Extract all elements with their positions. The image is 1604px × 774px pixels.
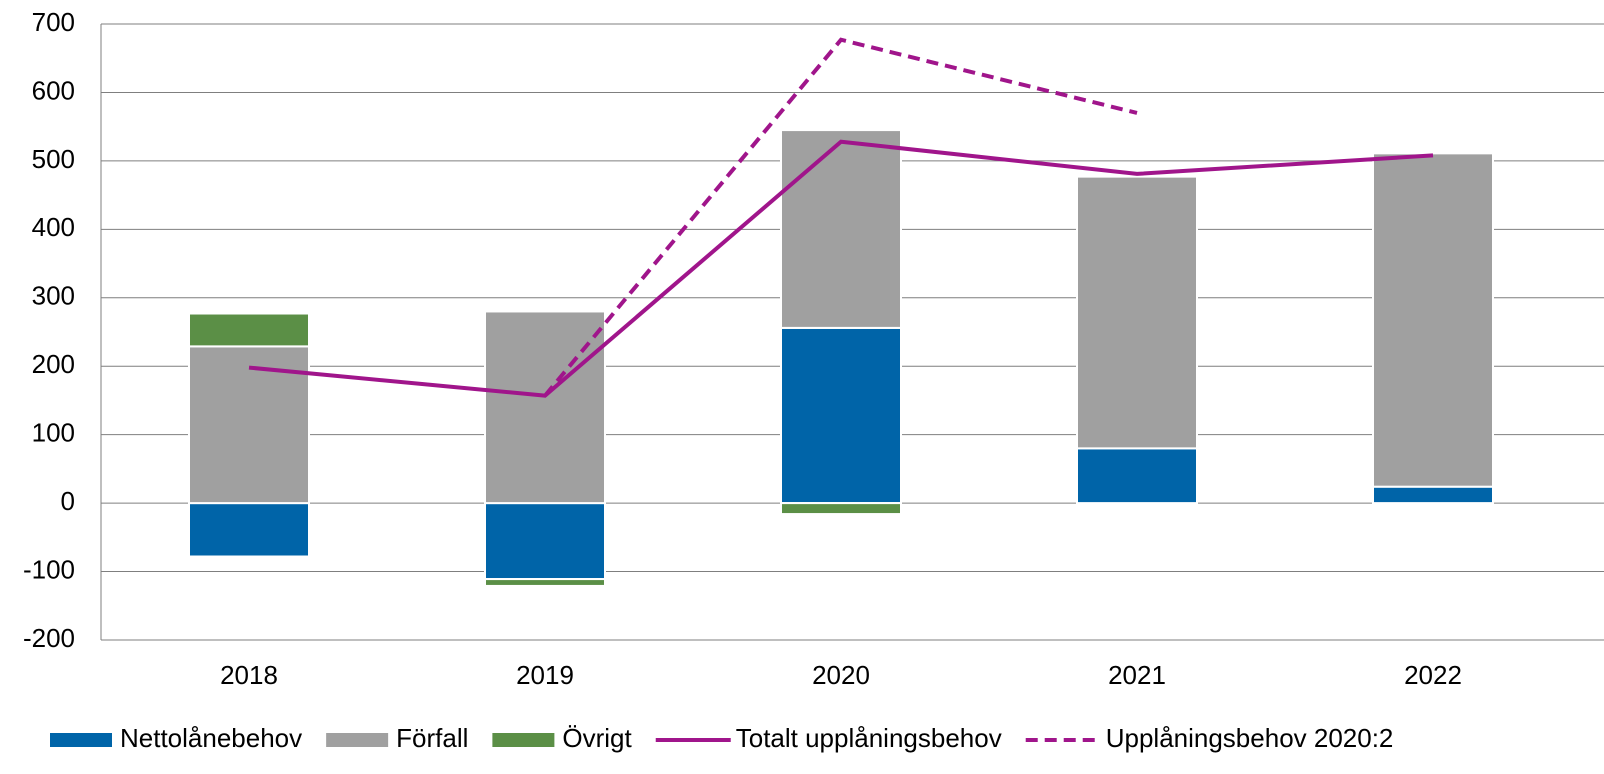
y-tick-label: 200	[32, 349, 75, 379]
bar	[1372, 152, 1494, 488]
y-tick-label: -200	[23, 623, 75, 653]
y-tick-label: 100	[32, 418, 75, 448]
y-tick-label: 600	[32, 75, 75, 105]
x-tick-label: 2021	[1108, 660, 1166, 690]
legend-swatch	[326, 733, 389, 747]
y-tick-label: 700	[32, 7, 75, 37]
x-tick-label: 2019	[516, 660, 574, 690]
legend-label: Upplåningsbehov 2020:2	[1106, 723, 1394, 753]
x-tick-label: 2018	[220, 660, 278, 690]
bar	[780, 129, 902, 329]
y-tick-label: 500	[32, 144, 75, 174]
legend-label: Övrigt	[562, 723, 632, 753]
legend-swatch	[492, 733, 555, 747]
bar	[1076, 175, 1198, 450]
x-tick-label: 2020	[812, 660, 870, 690]
legend-label: Förfall	[396, 723, 468, 753]
bar	[484, 310, 606, 505]
line	[248, 139, 1434, 398]
line	[543, 37, 1138, 397]
legend-label: Totalt upplåningsbehov	[736, 723, 1002, 753]
legend-label: Nettolånebehov	[120, 723, 302, 753]
bar	[188, 502, 310, 558]
bar	[1372, 485, 1494, 505]
bar	[1076, 447, 1198, 505]
bar	[484, 578, 606, 587]
legend-swatch	[50, 733, 112, 747]
bar	[780, 502, 902, 516]
bar	[484, 502, 606, 581]
bar	[188, 312, 310, 348]
y-tick-label: 0	[61, 486, 75, 516]
bar	[780, 326, 902, 505]
y-tick-label: 300	[32, 281, 75, 311]
y-tick-label: -100	[23, 554, 75, 584]
x-tick-label: 2022	[1404, 660, 1462, 690]
y-tick-label: 400	[32, 212, 75, 242]
